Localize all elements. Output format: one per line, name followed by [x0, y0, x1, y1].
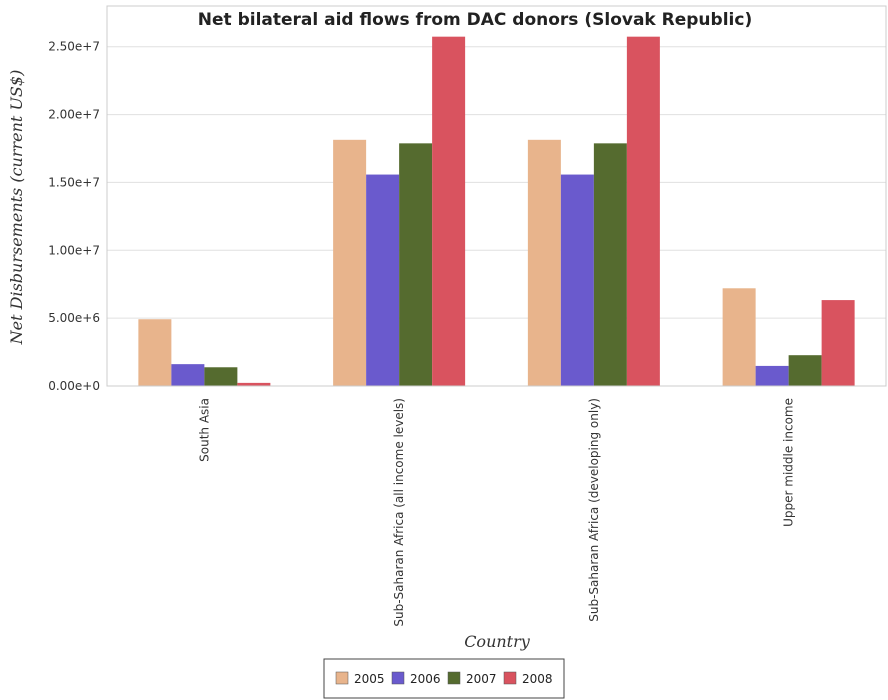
axes: [106, 5, 887, 387]
y-axis-label: Net Disbursements (current US$): [7, 70, 26, 346]
legend-label-2008: 2008: [522, 672, 553, 686]
bar-2006: [560, 174, 594, 386]
legend-label-2007: 2007: [466, 672, 497, 686]
bar-2007: [593, 143, 627, 386]
legend-swatch-2005: [335, 671, 349, 685]
bar-2005: [138, 319, 172, 386]
bar-2006: [171, 364, 205, 386]
bar-2008: [432, 36, 466, 387]
plot-frame: [106, 5, 887, 387]
x-tick-labels: South Asia Sub-Saharan Africa (all income…: [197, 398, 795, 627]
legend-swatch-2007: [447, 671, 461, 685]
bar-2007: [204, 367, 238, 386]
bar-2007: [788, 355, 822, 386]
legend-label-2006: 2006: [410, 672, 441, 686]
x-axis-label: Country: [464, 632, 531, 651]
bar-2008: [626, 36, 660, 387]
legend: 2005 2006 2007 2008: [323, 658, 565, 699]
x-tick-label: Sub-Saharan Africa (developing only): [587, 398, 601, 622]
bars: [138, 36, 855, 387]
y-tick-labels: 0.00e+0 5.00e+6 1.00e+7 1.50e+7 2.00e+7 2.50e…: [48, 40, 100, 393]
y-tick-label: 1.00e+7: [48, 243, 100, 257]
bar-2008: [821, 300, 855, 386]
x-tick-label: Sub-Saharan Africa (all income levels): [392, 398, 406, 627]
bar-2008: [237, 382, 271, 386]
y-tick-label: 2.50e+7: [48, 40, 100, 54]
bar-2007: [399, 143, 433, 386]
y-tick-label: 0.00e+0: [48, 379, 100, 393]
legend-swatch-2006: [391, 671, 405, 685]
bar-2006: [755, 365, 789, 386]
chart-title: Net bilateral aid flows from DAC donors …: [198, 10, 752, 30]
legend-swatch-2008: [503, 671, 517, 685]
legend-label-2005: 2005: [354, 672, 385, 686]
bar-2005: [527, 139, 561, 386]
legend-box: [323, 658, 565, 699]
x-tick-label: South Asia: [197, 398, 211, 462]
y-tick-label: 2.00e+7: [48, 108, 100, 122]
bar-2006: [366, 174, 400, 386]
bar-2005: [333, 139, 367, 386]
y-tick-label: 1.50e+7: [48, 175, 100, 189]
y-tick-label: 5.00e+6: [48, 311, 100, 325]
bar-2005: [722, 288, 756, 386]
x-tick-label: Upper middle income: [782, 398, 796, 527]
